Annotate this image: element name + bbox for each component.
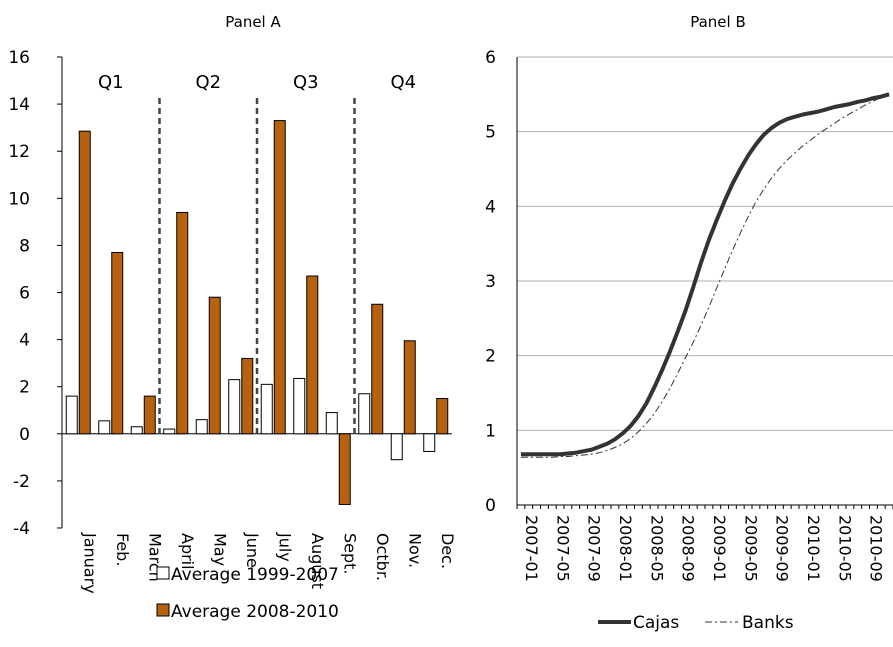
category-label-dec: Dec. [438, 533, 457, 569]
bar-average-2008-2010-dec [436, 397, 449, 435]
x-tick-label-2009-09: 2009-09 [773, 515, 792, 582]
bar-average-2008-2010-feb [111, 251, 124, 435]
x-tick-label-2009-01: 2009-01 [710, 515, 729, 582]
category-label-august: August [308, 533, 327, 589]
x-tick-label-2008-09: 2008-09 [679, 515, 698, 582]
y-tick-label: 2 [19, 378, 30, 398]
panel-b-lines [520, 92, 890, 458]
x-tick-label-2007-09: 2007-09 [585, 515, 604, 582]
x-tick-label-2008-01: 2008-01 [616, 515, 635, 582]
bar-average-2008-2010-april [176, 211, 189, 435]
bar-average-2008-2010-octbr [371, 303, 384, 435]
panel-b-title: Panel B [690, 13, 746, 31]
y-tick-label: 0 [19, 425, 30, 445]
category-label-may: May [210, 533, 229, 566]
category-label-january: January [80, 532, 99, 594]
legend-label-average-2008-2010: Average 2008-2010 [171, 602, 339, 622]
x-tick-label-2007-01: 2007-01 [522, 515, 541, 582]
bar-average-1999-2007-january [65, 395, 78, 435]
panel-a-bars [65, 120, 449, 505]
bar-average-1999-2007-march [130, 426, 143, 435]
y-tick-label: 14 [8, 95, 30, 115]
category-label-july: July [275, 532, 294, 562]
y-tick-label: 1 [485, 421, 496, 441]
bar-average-1999-2007-june [228, 379, 241, 435]
y-tick-label: -4 [13, 519, 30, 539]
y-tick-label: 5 [485, 123, 496, 143]
category-label-april: April [178, 533, 197, 570]
bar-average-1999-2007-sept [325, 412, 338, 435]
y-tick-label: 12 [8, 142, 30, 162]
category-label-nov: Nov. [405, 533, 424, 568]
panel-a: Panel A -4 -2 0 2 4 6 8 10 12 14 16 Q1 Q2 Q3 Q4 January… [8, 13, 456, 622]
y-tick-label: 6 [19, 284, 30, 304]
y-tick-label: -2 [13, 472, 30, 492]
y-tick-label: 4 [19, 331, 30, 351]
bar-average-2008-2010-january [78, 130, 91, 435]
x-tick-label-2008-05: 2008-05 [647, 515, 666, 582]
y-tick-label: 3 [485, 272, 496, 292]
panel-b-legend: Cajas Banks [598, 613, 794, 633]
category-label-feb: Feb. [113, 533, 132, 566]
x-tick-label-2010-01: 2010-01 [804, 515, 823, 582]
panel-b-axes: 0 1 2 3 4 5 6 2007-01 2007-05 2007-09 2008-01 2008-… [485, 48, 893, 582]
y-tick-label: 16 [8, 48, 30, 68]
legend-label-banks: Banks [742, 613, 794, 633]
bar-average-1999-2007-april [163, 428, 176, 435]
category-label-octbr: Octbr. [373, 533, 392, 581]
panel-a-title: Panel A [225, 13, 281, 31]
x-tick-label-2009-05: 2009-05 [741, 515, 760, 582]
x-tick-label-2010-09: 2010-09 [867, 515, 886, 582]
y-tick-label: 4 [485, 197, 496, 217]
bar-average-2008-2010-june [241, 357, 254, 435]
category-label-sept: Sept. [340, 533, 359, 575]
quarter-label-q2: Q2 [195, 72, 221, 93]
quarter-label-q1: Q1 [98, 72, 124, 93]
quarter-label-q4: Q4 [390, 72, 416, 93]
y-tick-label: 10 [8, 189, 30, 209]
bar-average-2008-2010-may [208, 296, 221, 435]
panel-a-legend: Average 1999-2007 Average 2008-2010 [156, 565, 339, 622]
bar-average-1999-2007-feb [98, 420, 111, 435]
y-tick-label: 6 [485, 48, 496, 68]
bar-average-2008-2010-nov [403, 340, 416, 435]
legend-swatch-average-1999-2007 [156, 566, 170, 580]
legend-label-average-1999-2007: Average 1999-2007 [171, 565, 339, 585]
bar-average-1999-2007-may [195, 419, 208, 435]
bar-average-2008-2010-sept [338, 433, 351, 505]
line-banks [520, 93, 890, 458]
bar-average-1999-2007-octbr [358, 393, 371, 435]
bar-average-1999-2007-august [293, 377, 306, 435]
bar-average-1999-2007-nov [390, 433, 403, 461]
quarter-label-q3: Q3 [293, 72, 319, 93]
x-tick-label-2010-05: 2010-05 [835, 515, 854, 582]
y-tick-label: 2 [485, 347, 496, 367]
x-tick-label-2007-05: 2007-05 [553, 515, 572, 582]
bar-average-1999-2007-dec [423, 433, 436, 452]
legend-swatch-average-2008-2010 [156, 603, 170, 617]
line-cajas [520, 92, 890, 457]
bar-average-2008-2010-july [273, 120, 286, 435]
y-tick-label: 8 [19, 236, 30, 256]
y-tick-label: 0 [485, 496, 496, 516]
category-label-june: June [243, 532, 262, 568]
bar-average-2008-2010-march [143, 395, 156, 435]
legend-label-cajas: Cajas [633, 613, 679, 633]
panel-b: Panel B 0 1 2 3 4 5 6 2007-01 2007-05 2007-09 2008… [485, 13, 893, 633]
bar-average-1999-2007-july [260, 383, 273, 435]
bar-average-2008-2010-august [306, 275, 319, 435]
